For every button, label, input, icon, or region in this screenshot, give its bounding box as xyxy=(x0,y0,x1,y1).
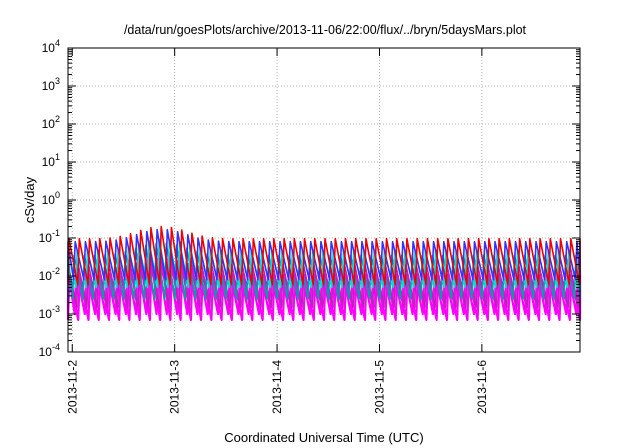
y-tick-label: 100 xyxy=(42,190,60,207)
ticks xyxy=(68,47,580,353)
y-tick-label: 10-3 xyxy=(39,304,60,321)
x-axis-title: Coordinated Universal Time (UTC) xyxy=(224,430,423,445)
series-group xyxy=(66,225,582,321)
y-axis-title: cSv/day xyxy=(22,176,37,223)
x-tick-label: 2013-11-2 xyxy=(65,360,79,414)
y-tick-label: 104 xyxy=(42,38,60,55)
y-tick-label: 10-2 xyxy=(39,266,60,283)
tick-labels: 10-4 10-3 10-2 10-1 100 101 102 103 104 2013-11-2… xyxy=(39,38,489,414)
y-tick-label: 10-1 xyxy=(39,228,60,245)
y-tick-label: 10-4 xyxy=(39,342,60,359)
chart-title: /data/run/goesPlots/archive/2013-11-06/2… xyxy=(124,23,527,37)
y-tick-label: 102 xyxy=(42,114,60,131)
x-tick-label: 2013-11-6 xyxy=(475,360,489,414)
x-tick-label: 2013-11-3 xyxy=(168,360,182,414)
x-tick-label: 2013-11-4 xyxy=(270,360,284,414)
x-tick-label: 2013-11-5 xyxy=(372,360,386,414)
y-tick-label: 101 xyxy=(42,152,60,169)
y-tick-label: 103 xyxy=(42,76,60,93)
series-line xyxy=(67,225,581,286)
